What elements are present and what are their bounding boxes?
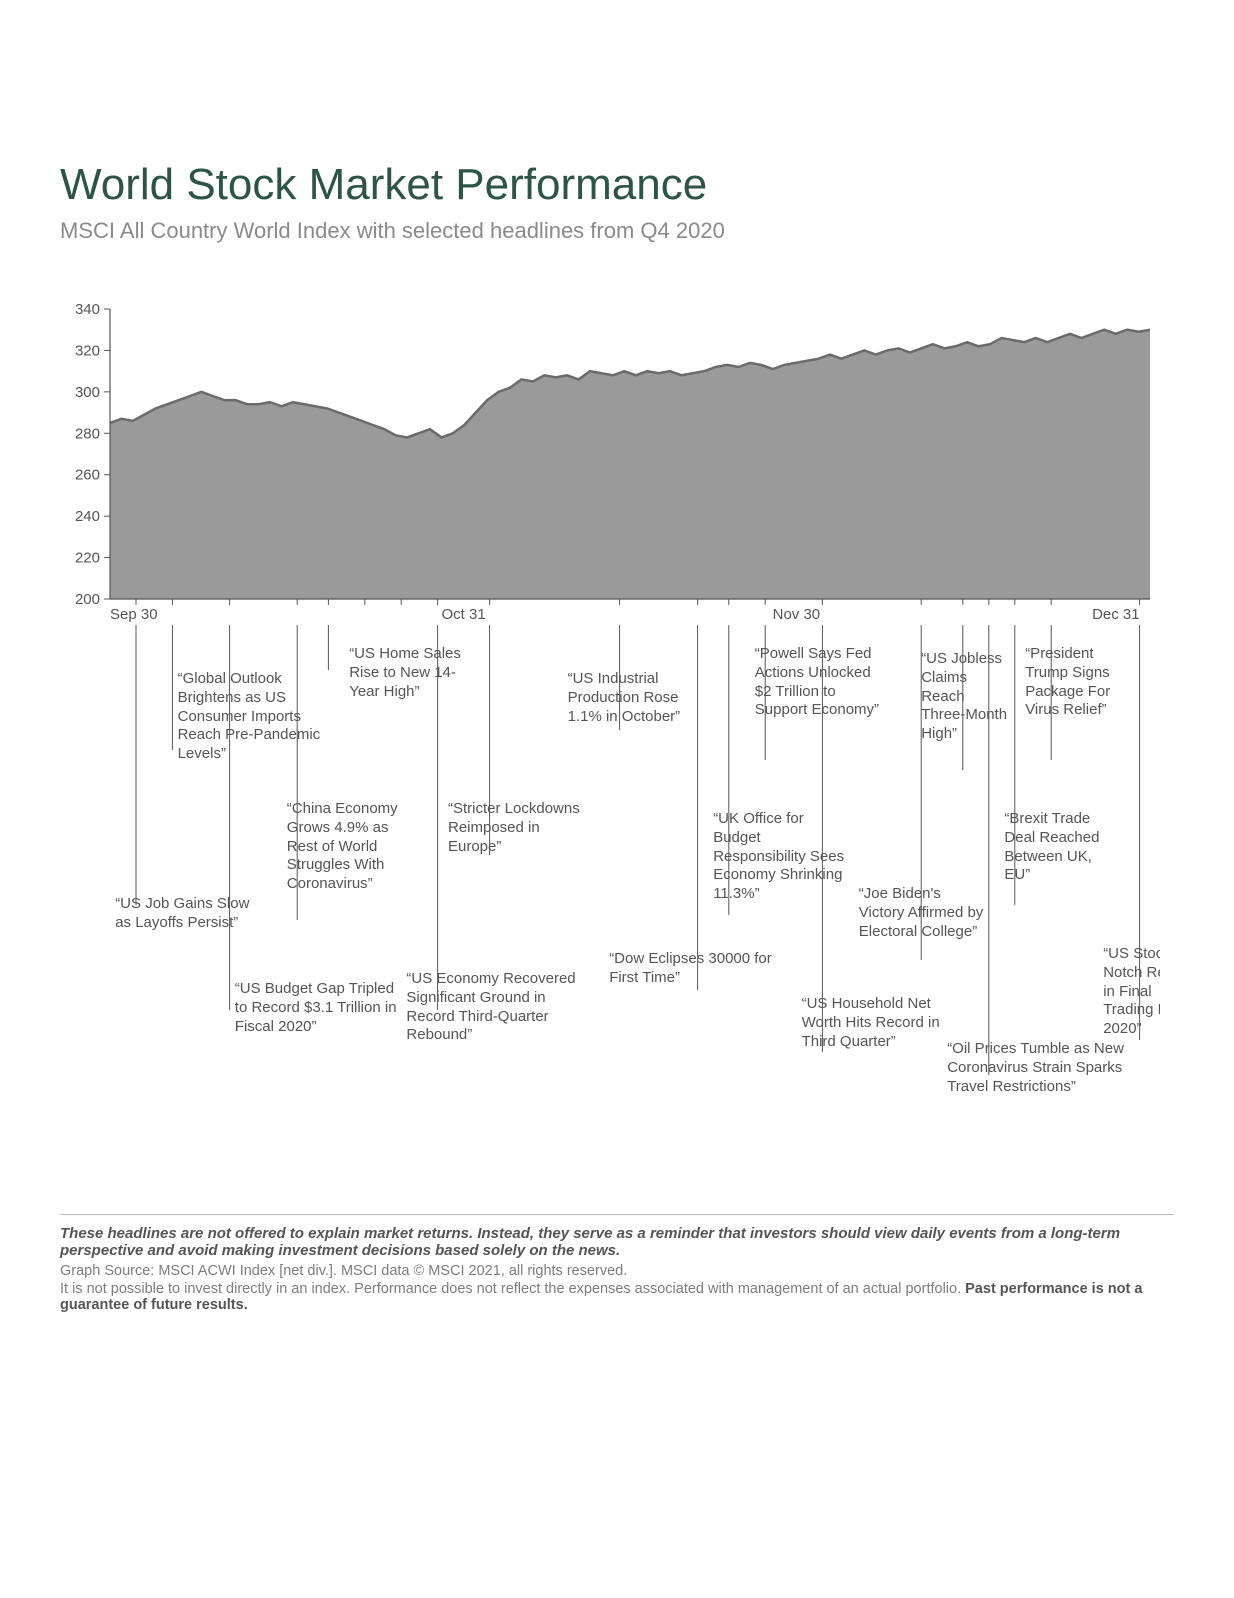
svg-text:280: 280: [75, 425, 100, 442]
headline-callout: “US Home Sales Rise to New 14-Year High”: [349, 645, 469, 701]
disclaimer-text: These headlines are not offered to expla…: [60, 1214, 1174, 1259]
headline-callout: “US Industrial Production Rose 1.1% in O…: [568, 670, 713, 726]
source-text: Graph Source: MSCI ACWI Index [net div.]…: [60, 1263, 1174, 1279]
page-title: World Stock Market Performance: [60, 160, 1174, 210]
svg-text:200: 200: [75, 591, 100, 608]
svg-text:240: 240: [75, 508, 100, 525]
footnote: It is not possible to invest directly in…: [60, 1281, 1174, 1313]
area-chart: 200 220 240 260 280 300 320 340 Sep 30 Oct 31 Nov …: [60, 304, 1160, 1189]
svg-text:260: 260: [75, 467, 100, 484]
headline-callout: “Global Outlook Brightens as US Consumer…: [178, 670, 333, 764]
svg-text:300: 300: [75, 384, 100, 401]
svg-text:Oct 31: Oct 31: [442, 606, 486, 623]
footnote-plain: It is not possible to invest directly in…: [60, 1281, 965, 1297]
page-subtitle: MSCI All Country World Index with select…: [60, 218, 1174, 244]
chart-container: 200 220 240 260 280 300 320 340 Sep 30 Oct 31 Nov …: [60, 304, 1174, 1194]
svg-text:Sep 30: Sep 30: [110, 606, 158, 623]
svg-text:220: 220: [75, 550, 100, 567]
headline-callout: “US Job Gains Slow as Layoffs Persist”: [115, 895, 255, 933]
headline-callout: “Joe Biden's Victory Affirmed by Elector…: [859, 885, 984, 941]
svg-text:Nov 30: Nov 30: [773, 606, 821, 623]
headline-callout: “Powell Says Fed Actions Unlocked $2 Tri…: [755, 645, 885, 720]
headline-callout: “US Jobless Claims Reach Three-Month Hig…: [921, 650, 1011, 744]
svg-text:340: 340: [75, 304, 100, 318]
svg-text:320: 320: [75, 342, 100, 359]
svg-text:Dec 31: Dec 31: [1092, 606, 1140, 623]
headline-callout: “President Trump Signs Package For Virus…: [1025, 645, 1135, 720]
headline-callout: “US Stocks Notch Records in Final Tradin…: [1103, 945, 1160, 1039]
